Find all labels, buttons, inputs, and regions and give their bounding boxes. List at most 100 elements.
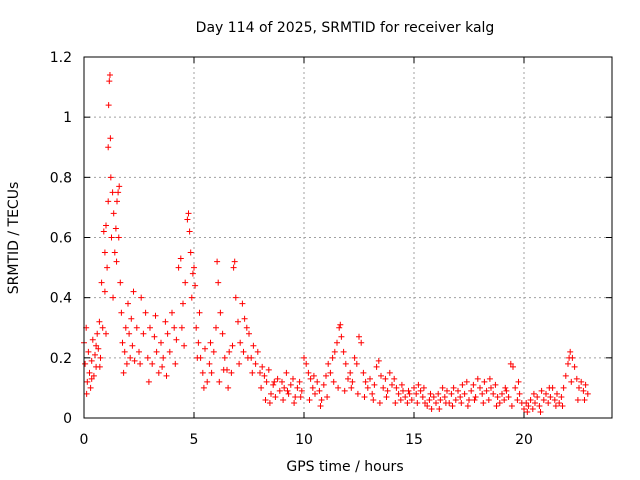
data-point: [303, 360, 310, 367]
data-point: [540, 396, 547, 403]
data-point: [376, 399, 383, 406]
data-point: [551, 396, 558, 403]
data-point: [490, 390, 497, 397]
data-point: [472, 393, 479, 400]
data-point: [342, 360, 349, 367]
data-point: [503, 387, 510, 394]
data-point: [112, 225, 119, 232]
data-point: [347, 369, 354, 376]
data-point: [136, 348, 142, 355]
data-point: [101, 249, 108, 256]
data-point: [411, 384, 417, 391]
data-point: [184, 216, 191, 223]
data-point: [226, 348, 233, 355]
data-point: [301, 354, 307, 361]
data-point: [404, 399, 411, 406]
data-point: [420, 384, 427, 391]
data-point: [516, 390, 523, 397]
data-point: [257, 369, 263, 376]
data-point: [107, 135, 114, 142]
data-point: [290, 375, 296, 382]
data-point: [371, 381, 378, 388]
data-point: [270, 381, 277, 388]
y-tick-label: 0: [63, 411, 72, 427]
data-point: [84, 378, 91, 385]
data-point: [120, 369, 127, 376]
data-point: [545, 399, 552, 406]
data-point: [188, 294, 195, 301]
data-point: [236, 360, 243, 367]
data-point: [114, 198, 120, 205]
data-point: [565, 360, 571, 367]
data-point: [307, 375, 314, 382]
data-point: [529, 405, 536, 412]
data-point: [145, 378, 152, 385]
data-point: [116, 183, 123, 190]
data-point: [380, 384, 387, 391]
data-point: [187, 249, 194, 256]
data-point: [239, 300, 246, 307]
data-point: [274, 375, 281, 382]
data-point: [285, 390, 292, 397]
data-point: [571, 363, 578, 370]
data-point: [474, 375, 481, 382]
data-point: [430, 393, 437, 400]
data-point: [507, 360, 514, 367]
data-point: [334, 339, 340, 346]
data-point: [373, 363, 380, 370]
data-point: [477, 384, 483, 391]
data-point: [215, 279, 222, 286]
data-point: [89, 336, 96, 343]
data-point: [316, 387, 323, 394]
data-point: [525, 402, 532, 409]
data-point: [105, 102, 112, 109]
data-point: [107, 174, 114, 181]
data-point: [494, 393, 501, 400]
data-point: [262, 396, 269, 403]
data-point: [389, 381, 395, 388]
data-point: [329, 354, 336, 361]
data-point: [370, 396, 377, 403]
data-point: [221, 354, 228, 361]
x-tick-label: 0: [80, 432, 89, 448]
data-point: [441, 393, 448, 400]
data-point: [398, 381, 405, 388]
data-point: [455, 387, 461, 394]
data-point: [83, 390, 90, 397]
data-point: [111, 249, 118, 256]
data-point: [408, 396, 415, 403]
data-point: [375, 357, 382, 364]
data-point: [173, 336, 180, 343]
data-point: [481, 378, 488, 385]
data-point: [200, 384, 207, 391]
data-point: [436, 405, 443, 412]
data-point: [501, 396, 508, 403]
data-point: [492, 381, 499, 388]
data-point: [382, 375, 389, 382]
data-point: [317, 402, 324, 409]
data-point: [437, 396, 444, 403]
data-point: [186, 228, 193, 235]
data-point: [369, 390, 376, 397]
data-point: [361, 393, 368, 400]
data-point: [110, 210, 117, 217]
data-point: [297, 393, 304, 400]
data-point: [448, 390, 455, 397]
data-point: [103, 330, 109, 337]
data-point: [461, 390, 468, 397]
data-point: [88, 375, 95, 382]
data-point: [291, 399, 298, 406]
data-point: [118, 309, 125, 316]
data-point: [82, 360, 89, 367]
data-point: [471, 396, 478, 403]
data-point: [439, 384, 446, 391]
data-point: [279, 378, 285, 385]
data-point: [298, 387, 305, 394]
data-point: [122, 324, 129, 331]
data-point: [419, 393, 426, 400]
data-point: [241, 315, 248, 322]
grid-lines: [84, 57, 612, 418]
data-point: [268, 390, 274, 397]
data-point: [353, 360, 360, 367]
